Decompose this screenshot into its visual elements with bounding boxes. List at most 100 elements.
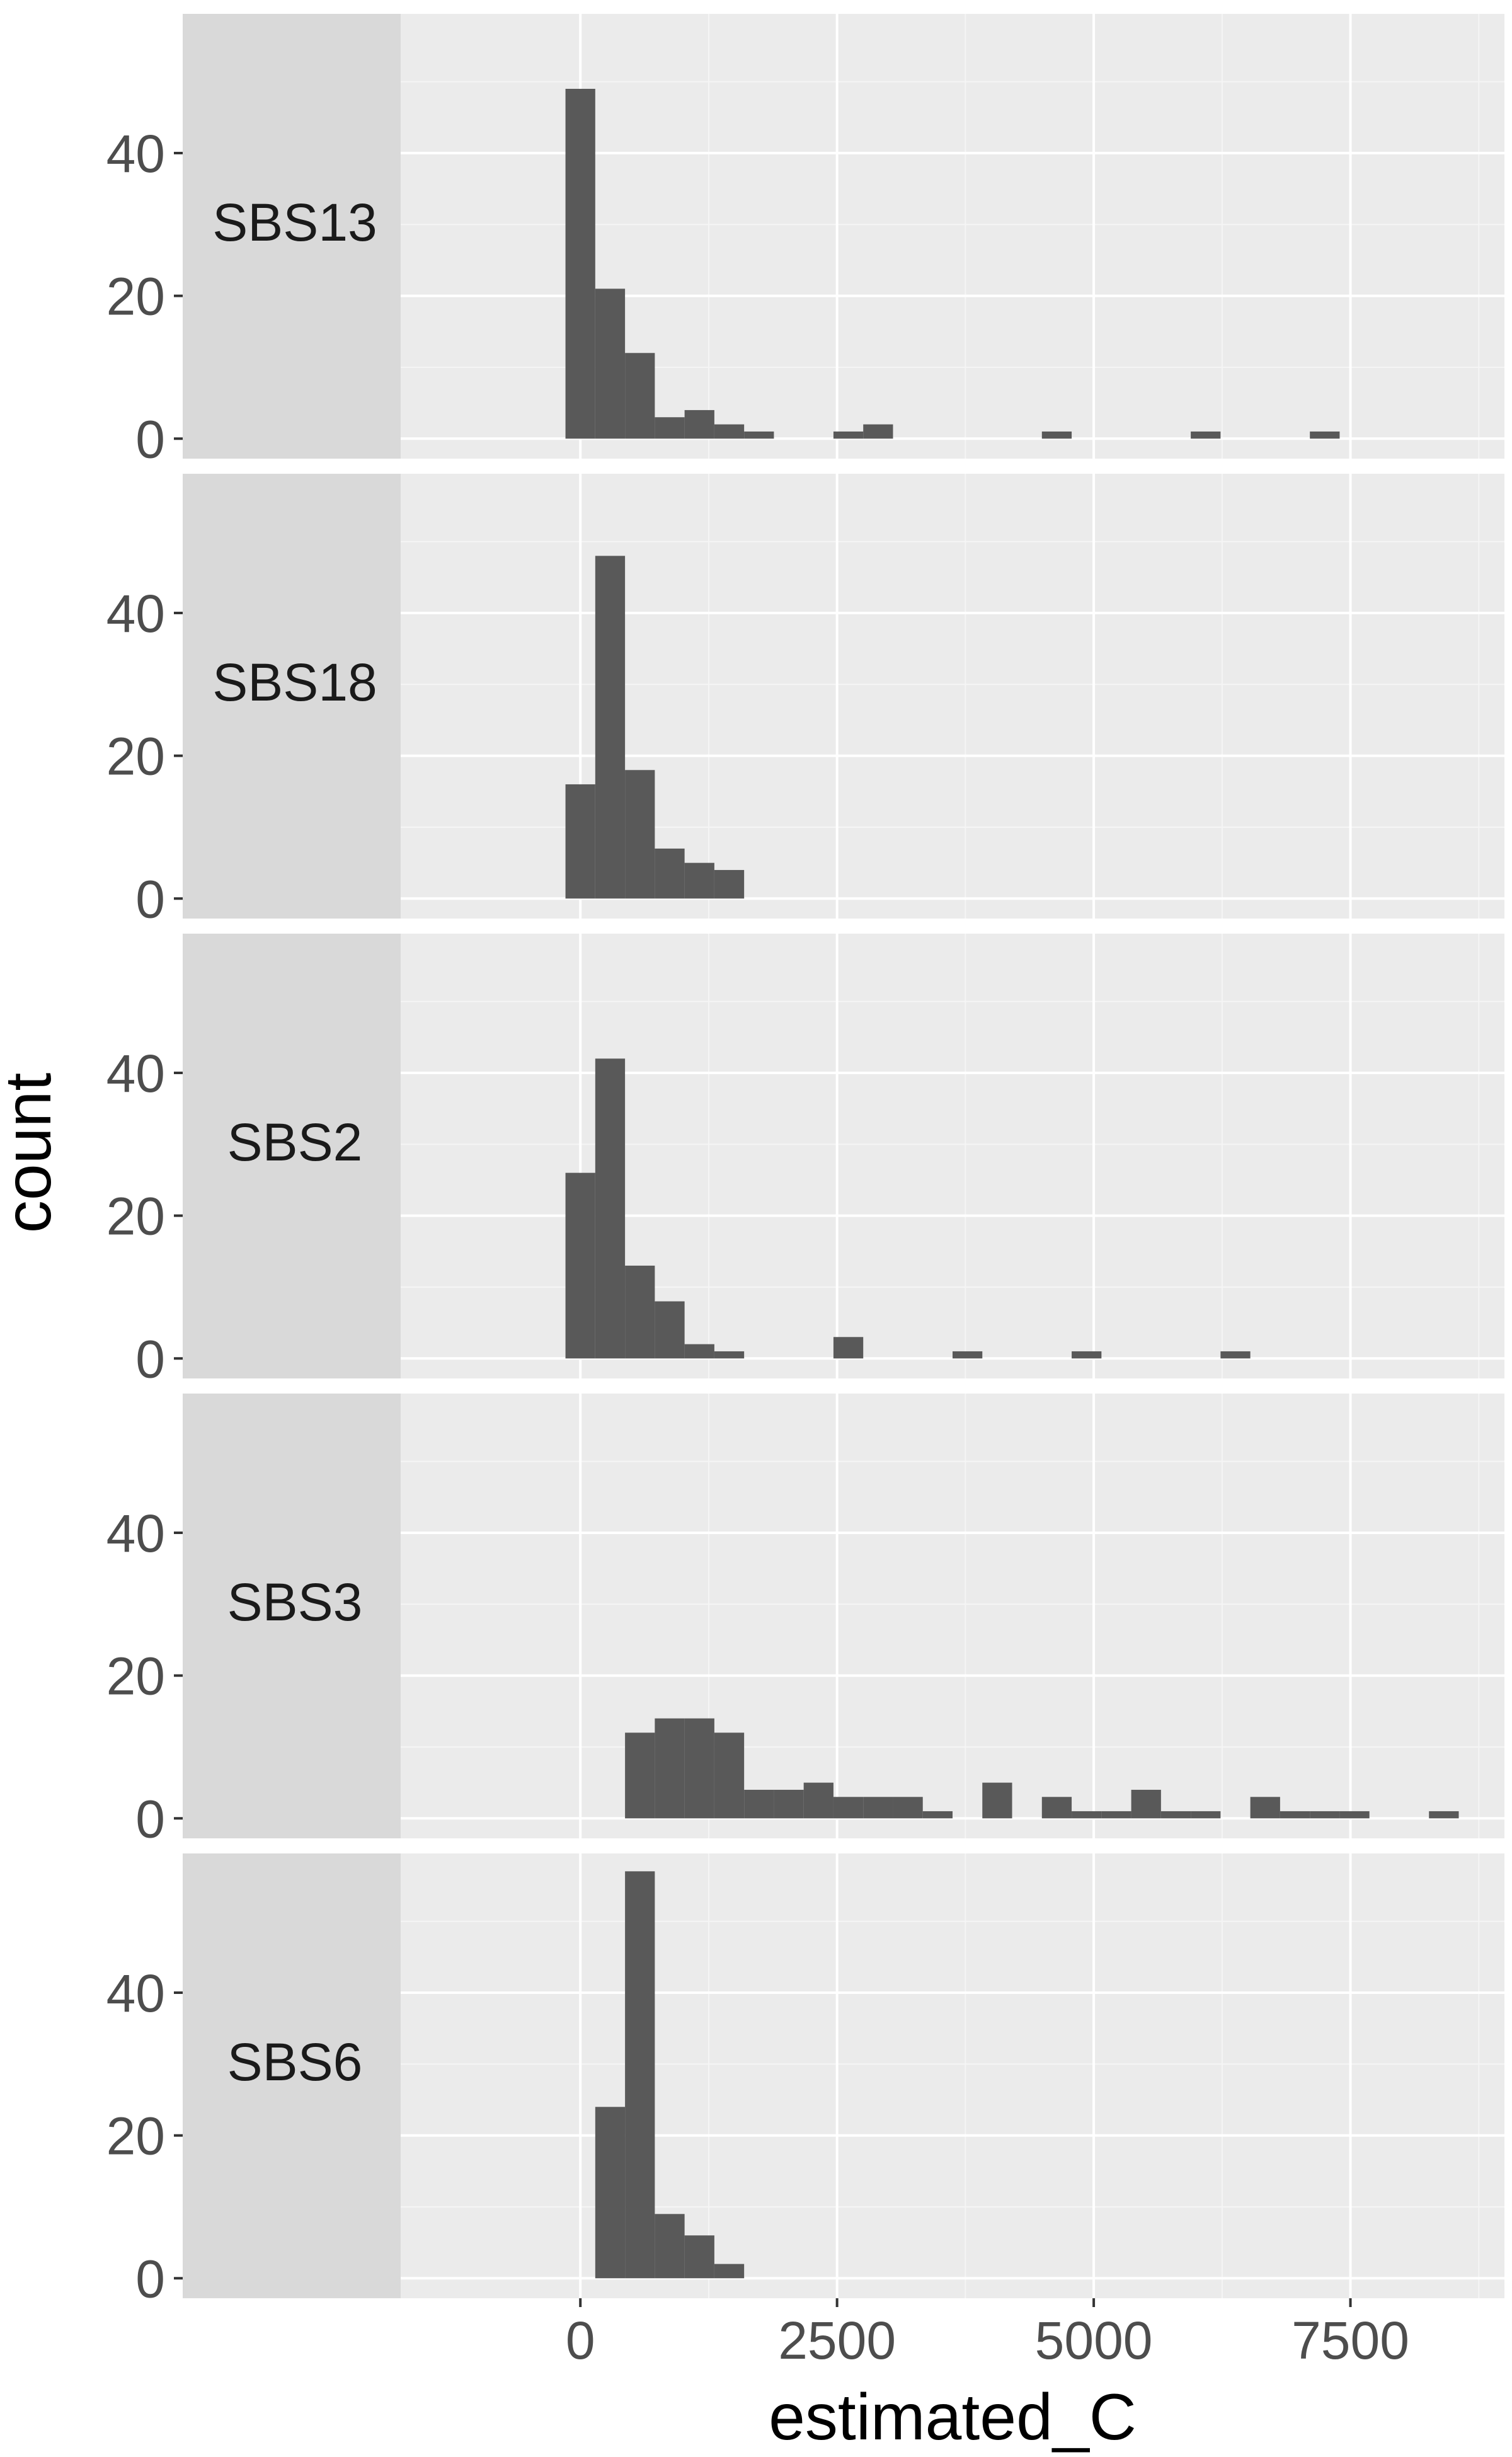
histogram-bar [982, 1782, 1012, 1819]
histogram-bar [625, 770, 655, 899]
histogram-bar [565, 88, 595, 439]
facet-label: SBS18 [212, 653, 377, 712]
histogram-bar [1429, 1811, 1459, 1819]
x-tick-label: 0 [566, 2311, 595, 2370]
histogram-bar [744, 431, 774, 439]
facet-label: SBS13 [212, 193, 377, 252]
histogram-bar [655, 417, 685, 439]
histogram-bar [625, 1265, 655, 1359]
x-tick-label: 2500 [778, 2311, 896, 2370]
facet-label: SBS6 [227, 2032, 363, 2092]
histogram-bar [1191, 431, 1221, 439]
histogram-bar [595, 289, 626, 439]
facet-strip [183, 474, 401, 919]
facet-label: SBS2 [227, 1113, 363, 1172]
y-axis-title: count [0, 1073, 65, 1234]
y-tick-label: 40 [106, 124, 165, 183]
y-tick-label: 0 [135, 1789, 165, 1848]
facet-panel-sbs2: SBS2 0 20 40 [106, 934, 1504, 1389]
histogram-bar [1101, 1811, 1131, 1819]
y-tick-label: 40 [106, 1044, 165, 1103]
facet-panel-sbs6: SBS6 0 20 40 [106, 1853, 1504, 2308]
histogram-bar [774, 1789, 804, 1819]
histogram-bar [1072, 1351, 1102, 1359]
histogram-bar [833, 431, 864, 439]
histogram-bar [922, 1811, 953, 1819]
histogram-bar [1280, 1811, 1310, 1819]
facet-panels: SBS1302040SBS1802040SBS202040SBS302040SB… [106, 14, 1504, 2308]
histogram-bar [625, 353, 655, 439]
y-tick-label: 20 [106, 267, 165, 326]
x-tick-label: 7500 [1292, 2311, 1409, 2370]
x-axis-title: estimated_C [769, 2381, 1137, 2454]
histogram-bar [684, 1718, 714, 1819]
histogram-bar [655, 1301, 685, 1359]
facet-strip [183, 14, 401, 459]
y-tick-label: 20 [106, 1647, 165, 1706]
histogram-bar [1310, 431, 1340, 439]
histogram-bar [684, 410, 714, 439]
y-tick-label: 20 [106, 1187, 165, 1246]
y-tick-label: 40 [106, 584, 165, 643]
histogram-bar [714, 1732, 745, 1819]
histogram-bar [1191, 1811, 1221, 1819]
facet-strip [183, 1394, 401, 1838]
panel-background [183, 474, 1504, 919]
facet-panel-sbs18: SBS18 0 20 40 [106, 474, 1504, 929]
facet-label: SBS3 [227, 1572, 363, 1632]
histogram-bar [1339, 1811, 1370, 1819]
histogram-bar [714, 869, 745, 899]
histogram-bar [1160, 1811, 1191, 1819]
y-tick-label: 20 [106, 727, 165, 786]
histogram-bar [803, 1782, 833, 1819]
panel-background [183, 1853, 1504, 2298]
y-tick-label: 0 [135, 869, 165, 929]
y-tick-label: 0 [135, 1329, 165, 1389]
y-tick-label: 0 [135, 2249, 165, 2308]
histogram-bar [684, 2235, 714, 2279]
histogram-bar [655, 2214, 685, 2279]
histogram-bar [565, 784, 595, 899]
histogram-bar [1072, 1811, 1102, 1819]
histogram-bar [1220, 1351, 1251, 1359]
facet-strip [183, 934, 401, 1378]
y-tick-label: 40 [106, 1504, 165, 1563]
histogram-bar [595, 556, 626, 899]
y-tick-label: 0 [135, 410, 165, 469]
histogram-bar [744, 1789, 774, 1819]
histogram-bar [1131, 1789, 1161, 1819]
histogram-bar [893, 1797, 923, 1819]
histogram-bar [714, 2264, 745, 2279]
facet-panel-sbs13: SBS13 0 20 40 [106, 14, 1504, 469]
histogram-bar [595, 2107, 626, 2279]
histogram-bar [863, 424, 893, 439]
histogram-bar [1041, 431, 1072, 439]
histogram-bar [684, 862, 714, 899]
panel-background [183, 1394, 1504, 1838]
histogram-bar [714, 424, 745, 439]
x-axis: 0 2500 5000 7500 [566, 2298, 1409, 2370]
histogram-bar [833, 1337, 864, 1359]
histogram-bar [1310, 1811, 1340, 1819]
histogram-bar [655, 848, 685, 899]
histogram-bar [595, 1058, 626, 1359]
panel-background [183, 14, 1504, 459]
histogram-bar [1041, 1797, 1072, 1819]
panel-background [183, 934, 1504, 1378]
histogram-bar [953, 1351, 983, 1359]
y-tick-label: 20 [106, 2107, 165, 2166]
facet-panel-sbs3: SBS3 0 20 40 [106, 1394, 1504, 1848]
histogram-bar [684, 1344, 714, 1359]
x-tick-label: 5000 [1035, 2311, 1153, 2370]
histogram-bar [565, 1172, 595, 1359]
histogram-bar [655, 1718, 685, 1819]
histogram-bar [625, 1871, 655, 2279]
histogram-bar [833, 1797, 864, 1819]
histogram-bar [863, 1797, 893, 1819]
y-tick-label: 40 [106, 1964, 165, 2023]
facet-strip [183, 1853, 401, 2298]
histogram-bar [625, 1732, 655, 1819]
histogram-bar [1250, 1797, 1280, 1819]
histogram-bar [714, 1351, 745, 1359]
